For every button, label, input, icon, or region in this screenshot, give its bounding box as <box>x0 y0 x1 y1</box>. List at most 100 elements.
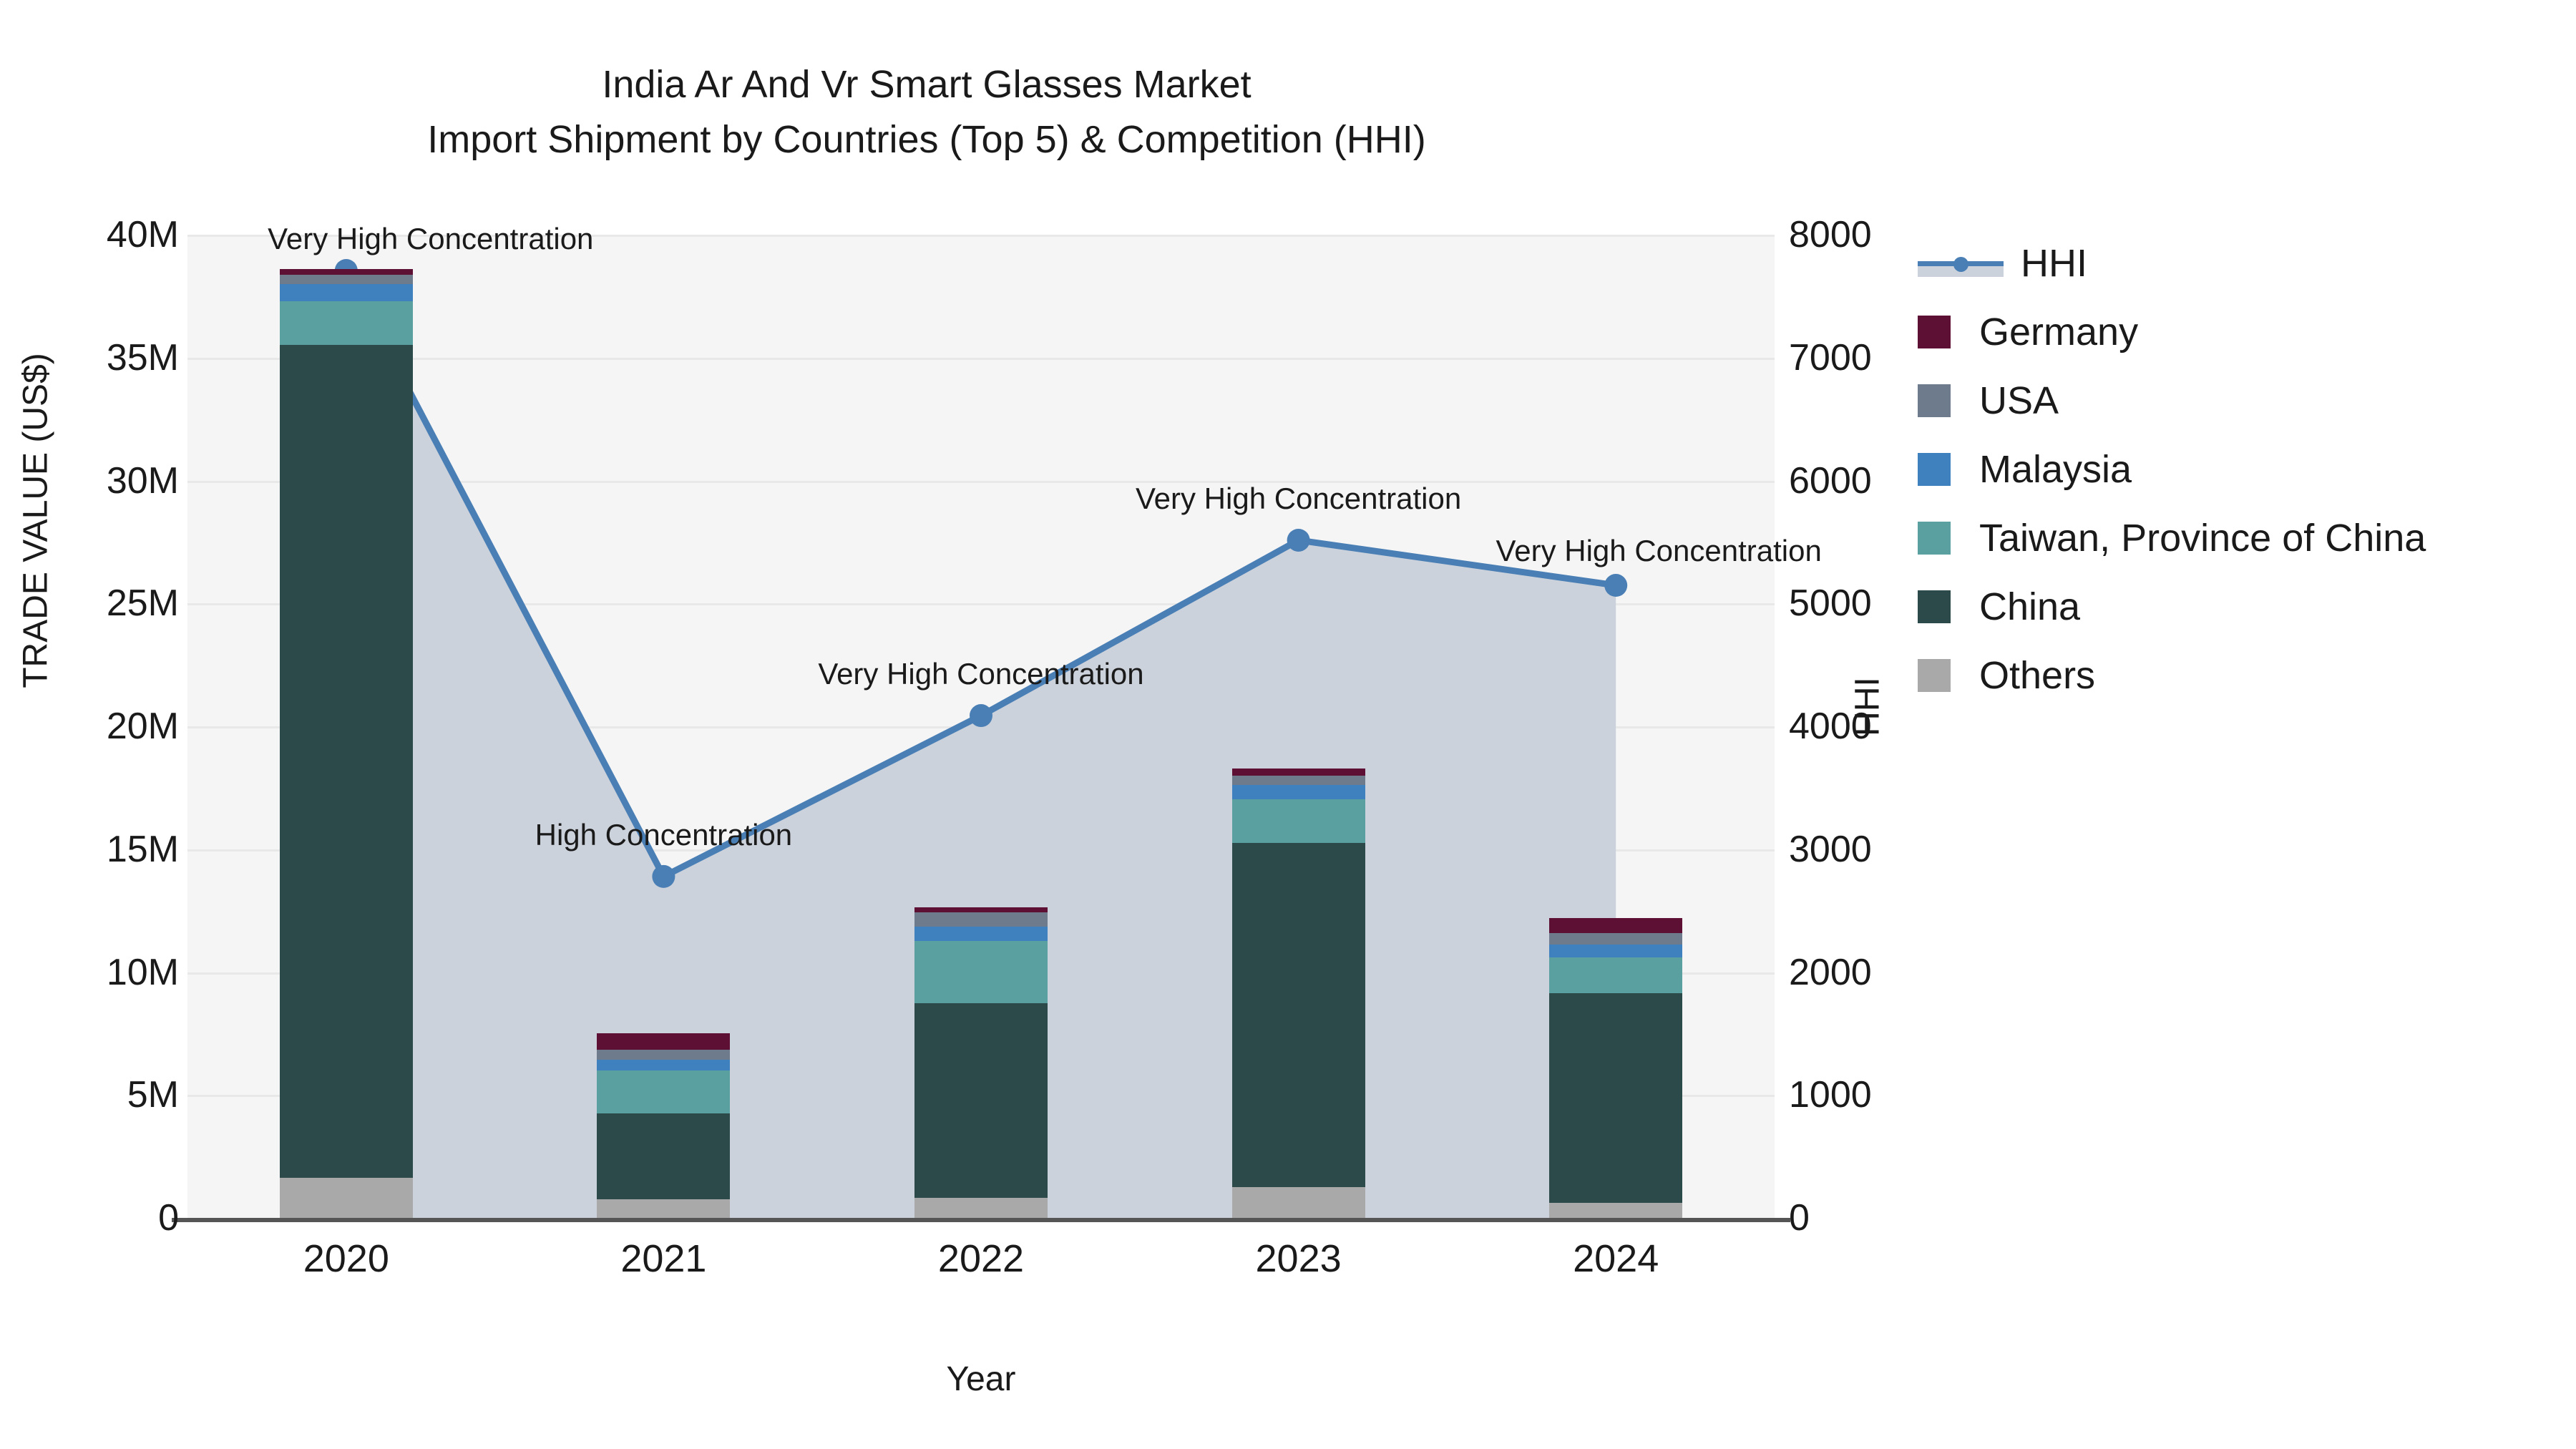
bar-segment[interactable] <box>1231 843 1365 1188</box>
bar-segment[interactable] <box>1549 944 1683 957</box>
gridline <box>187 603 1775 606</box>
bar-segment[interactable] <box>1231 799 1365 844</box>
bar-segment[interactable] <box>1231 1187 1365 1218</box>
x-tick-2021: 2021 <box>620 1237 707 1280</box>
legend-item-china[interactable]: China <box>1918 572 2562 641</box>
legend-item-others[interactable]: Others <box>1918 641 2562 710</box>
y-tick-left: 25M <box>106 582 179 625</box>
legend-item-label: Germany <box>1979 311 2139 353</box>
legend-item-label: Malaysia <box>1979 448 2132 491</box>
bar-segment[interactable] <box>914 912 1048 927</box>
annotation-label: Very High Concentration <box>818 657 1144 691</box>
x-tick-2024: 2024 <box>1573 1237 1659 1280</box>
bar-segment[interactable] <box>597 1070 731 1113</box>
legend: HHI Germany USA Malaysia Taiwan, Province of… <box>1918 229 2562 710</box>
legend-item-usa[interactable]: USA <box>1918 366 2562 435</box>
y-axis-left-label: TRADE VALUE (US$) <box>16 353 55 688</box>
legend-item-label: Taiwan, Province of China <box>1979 517 2426 560</box>
annotation-label: Very High Concentration <box>1496 534 1822 567</box>
bar-segment[interactable] <box>279 268 413 275</box>
legend-item-malaysia[interactable]: Malaysia <box>1918 435 2562 504</box>
legend-swatch-icon <box>1918 453 1951 486</box>
bar-segment[interactable] <box>279 1178 413 1218</box>
hhi-marker[interactable] <box>652 864 675 888</box>
y-tick-left: 0 <box>158 1197 179 1239</box>
legend-item-label: Others <box>1979 654 2096 697</box>
bar-group-2023[interactable] <box>1231 235 1365 1218</box>
x-tick-2020: 2020 <box>303 1237 389 1280</box>
bar-segment[interactable] <box>914 907 1048 913</box>
bar-segment[interactable] <box>279 284 413 302</box>
hhi-marker[interactable] <box>1604 574 1628 597</box>
bar-segment[interactable] <box>914 940 1048 1004</box>
legend-swatch-icon <box>1918 522 1951 555</box>
y-tick-right: 6000 <box>1789 459 1872 502</box>
y-tick-right: 5000 <box>1789 582 1872 625</box>
chart-title: India Ar And Vr Smart Glasses Market <box>602 63 1252 106</box>
bar-segment[interactable] <box>597 1199 731 1218</box>
x-axis-label: Year <box>946 1360 1016 1398</box>
bar-group-2020[interactable] <box>279 235 413 1218</box>
legend-swatch-icon <box>1918 590 1951 623</box>
bar-segment[interactable] <box>597 1049 731 1060</box>
bar-segment[interactable] <box>1549 933 1683 945</box>
legend-item-label: USA <box>1979 379 2059 422</box>
bar-segment[interactable] <box>1231 785 1365 799</box>
chart-subtitle: Import Shipment by Countries (Top 5) & C… <box>427 117 1426 161</box>
legend-item-hhi[interactable]: HHI <box>1918 229 2562 298</box>
y-tick-left: 5M <box>127 1074 179 1116</box>
bar-segment[interactable] <box>1231 776 1365 786</box>
y-tick-right: 0 <box>1789 1197 1810 1239</box>
y-axis-left-ticks: 0 5M 10M 15M 20M 25M 30M 35M 40M <box>0 0 179 1449</box>
bar-segment[interactable] <box>597 1033 731 1050</box>
legend-item-taiwan-province-of-china[interactable]: Taiwan, Province of China <box>1918 504 2562 572</box>
bar-group-2022[interactable] <box>914 235 1048 1218</box>
legend-item-label: HHI <box>2021 242 2087 285</box>
bar-group-2024[interactable] <box>1549 235 1683 1218</box>
y-tick-right: 2000 <box>1789 951 1872 993</box>
gridline <box>187 235 1775 237</box>
plot-area <box>187 235 1775 1218</box>
y-tick-right: 1000 <box>1789 1074 1872 1116</box>
annotation-label: Very High Concentration <box>268 221 594 255</box>
bar-segment[interactable] <box>914 926 1048 941</box>
y-tick-left: 35M <box>106 336 179 379</box>
gridline <box>187 480 1775 483</box>
bar-group-2021[interactable] <box>597 235 731 1218</box>
hhi-marker[interactable] <box>970 704 992 728</box>
bar-segment[interactable] <box>597 1113 731 1200</box>
y-tick-left: 15M <box>106 828 179 870</box>
legend-swatch-icon <box>1918 316 1951 348</box>
y-tick-right: 8000 <box>1789 214 1872 255</box>
bar-segment[interactable] <box>1549 957 1683 993</box>
y-tick-left: 30M <box>106 459 179 502</box>
legend-item-germany[interactable]: Germany <box>1918 298 2562 366</box>
bar-segment[interactable] <box>1549 918 1683 934</box>
legend-swatch-icon <box>1918 659 1951 692</box>
x-axis-line <box>172 1218 1790 1222</box>
bar-segment[interactable] <box>914 1003 1048 1198</box>
y-tick-right: 4000 <box>1789 706 1872 747</box>
bar-segment[interactable] <box>1549 1203 1683 1218</box>
y-tick-left: 20M <box>106 706 179 747</box>
annotation-label: Very High Concentration <box>1135 481 1462 515</box>
legend-item-label: China <box>1979 585 2081 628</box>
gridline <box>187 357 1775 360</box>
hhi-marker[interactable] <box>1287 528 1310 552</box>
annotation-label: High Concentration <box>535 817 793 852</box>
bar-segment[interactable] <box>279 301 413 345</box>
bar-segment[interactable] <box>1549 992 1683 1204</box>
bar-segment[interactable] <box>597 1060 731 1070</box>
x-tick-2023: 2023 <box>1255 1237 1342 1280</box>
bar-segment[interactable] <box>279 344 413 1179</box>
bar-segment[interactable] <box>1231 768 1365 776</box>
legend-line-icon <box>1918 247 2004 280</box>
y-tick-right: 3000 <box>1789 828 1872 870</box>
legend-swatch-icon <box>1918 384 1951 417</box>
bar-segment[interactable] <box>279 274 413 285</box>
y-tick-right: 7000 <box>1789 336 1872 379</box>
bar-segment[interactable] <box>914 1197 1048 1218</box>
y-axis-right-ticks: 0 1000 2000 3000 4000 5000 6000 7000 8000 <box>1789 0 2004 1449</box>
y-axis-right-label: HHI <box>1848 677 1887 736</box>
